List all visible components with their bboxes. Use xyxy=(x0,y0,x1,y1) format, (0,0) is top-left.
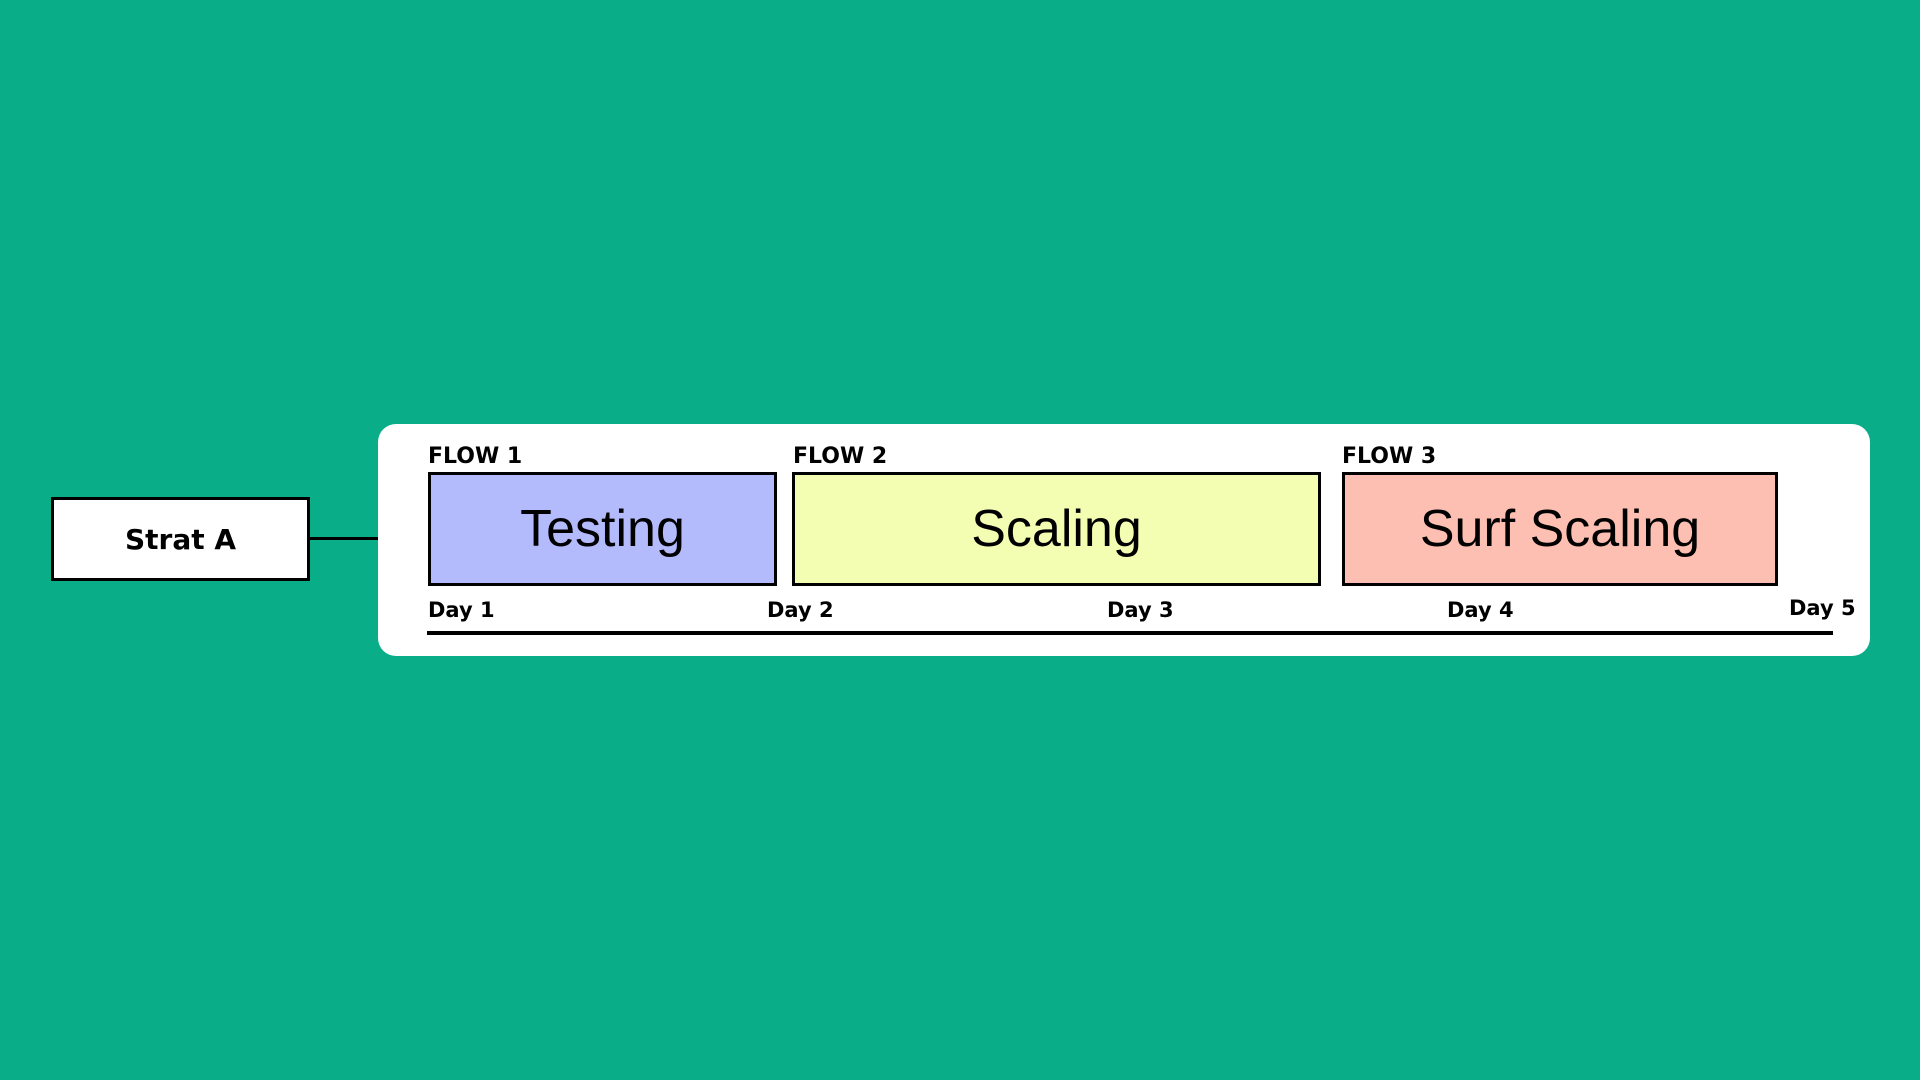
phase-label-scaling: Scaling xyxy=(971,500,1142,558)
phase-box-surf-scaling[interactable]: Surf Scaling xyxy=(1342,472,1778,586)
day-label-3: Day 3 xyxy=(1107,598,1174,622)
phase-label-testing: Testing xyxy=(520,500,685,558)
flow-label-2: FLOW 2 xyxy=(793,444,888,469)
timeline-axis xyxy=(427,631,1833,635)
day-label-4: Day 4 xyxy=(1447,598,1514,622)
connector-line xyxy=(310,537,378,540)
day-label-5: Day 5 xyxy=(1789,596,1856,620)
strategy-label: Strat A xyxy=(124,522,237,556)
flow-label-3: FLOW 3 xyxy=(1342,444,1437,469)
day-label-2: Day 2 xyxy=(767,598,834,622)
day-label-1: Day 1 xyxy=(428,598,495,622)
phase-label-surf-scaling: Surf Scaling xyxy=(1419,500,1701,558)
phase-box-scaling[interactable]: Scaling xyxy=(792,472,1321,586)
strategy-box[interactable]: Strat A xyxy=(51,497,310,581)
phase-box-testing[interactable]: Testing xyxy=(428,472,777,586)
flow-label-1: FLOW 1 xyxy=(428,444,523,469)
